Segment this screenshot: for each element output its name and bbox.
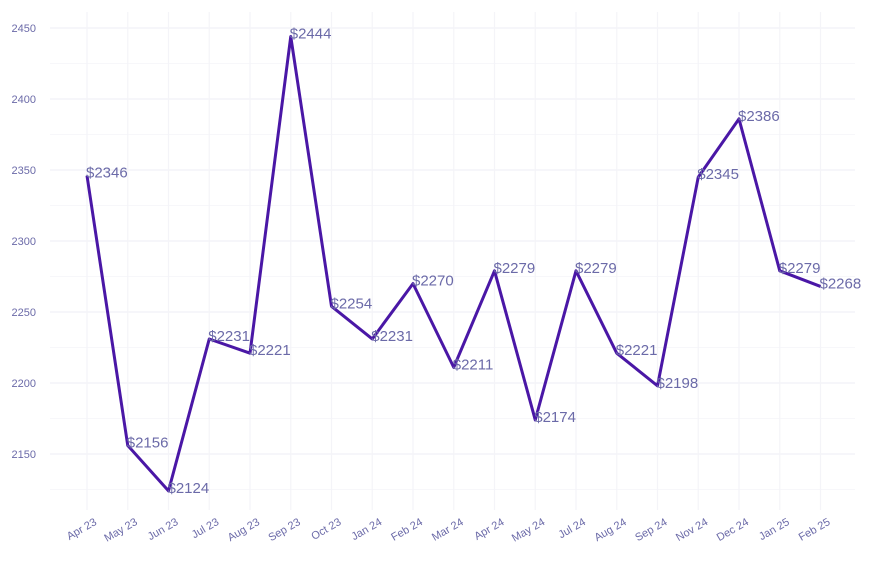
data-labels: $2346$2156$2124$2231$2221$2444$2254$2231… bbox=[86, 26, 861, 497]
data-label: $2254 bbox=[331, 295, 373, 312]
y-axis: 2150 2200 2250 2300 2350 2400 2450 bbox=[12, 23, 36, 461]
data-label: $2279 bbox=[575, 260, 617, 277]
y-tick-label: 2350 bbox=[12, 165, 36, 177]
x-tick-label: Jan 25 bbox=[757, 516, 792, 543]
x-tick-label: Jan 24 bbox=[350, 516, 385, 543]
x-tick-label: Oct 23 bbox=[309, 516, 343, 543]
data-label: $2444 bbox=[290, 26, 332, 43]
data-label: $2156 bbox=[127, 434, 169, 451]
y-tick-label: 2450 bbox=[12, 23, 36, 35]
x-tick-label: Sep 24 bbox=[633, 516, 669, 544]
x-tick-label: Jun 23 bbox=[146, 516, 181, 543]
data-label: $2279 bbox=[494, 260, 536, 277]
y-tick-label: 2150 bbox=[12, 449, 36, 461]
x-tick-label: Sep 23 bbox=[266, 516, 302, 544]
x-tick-label: Aug 23 bbox=[226, 516, 262, 544]
data-label: $2346 bbox=[86, 165, 128, 182]
x-tick-label: May 24 bbox=[510, 516, 547, 544]
x-tick-label: Jul 23 bbox=[190, 516, 221, 541]
x-tick-label: Feb 24 bbox=[389, 516, 425, 544]
x-tick-label: Apr 24 bbox=[472, 516, 506, 543]
y-tick-label: 2400 bbox=[12, 94, 36, 106]
data-label: $2231 bbox=[371, 328, 413, 345]
data-label: $2386 bbox=[738, 108, 780, 125]
data-label: $2211 bbox=[453, 356, 494, 373]
x-tick-label: May 23 bbox=[102, 516, 139, 544]
x-tick-label: Mar 24 bbox=[430, 516, 466, 544]
data-label: $2270 bbox=[412, 273, 454, 290]
data-label: $2221 bbox=[249, 342, 291, 359]
x-tick-label: Feb 25 bbox=[797, 516, 833, 544]
data-label: $2231 bbox=[208, 328, 250, 345]
grid bbox=[50, 12, 855, 510]
data-label: $2124 bbox=[168, 480, 210, 497]
data-label: $2174 bbox=[534, 409, 576, 426]
x-axis: Apr 23 May 23 Jun 23 Jul 23 Aug 23 Sep 23 Oct … bbox=[65, 516, 833, 544]
y-tick-label: 2250 bbox=[12, 307, 36, 319]
x-tick-label: Jul 24 bbox=[556, 516, 587, 541]
data-label: $2279 bbox=[779, 260, 821, 277]
x-tick-label: Dec 24 bbox=[715, 516, 751, 544]
data-label: $2268 bbox=[820, 275, 862, 292]
x-tick-label: Apr 23 bbox=[65, 516, 99, 543]
y-tick-label: 2300 bbox=[12, 236, 36, 248]
data-label: $2221 bbox=[616, 342, 658, 359]
series-line bbox=[85, 35, 822, 493]
data-label: $2345 bbox=[697, 166, 739, 183]
y-tick-label: 2200 bbox=[12, 378, 36, 390]
x-tick-label: Aug 24 bbox=[592, 516, 628, 544]
data-label: $2198 bbox=[657, 375, 699, 392]
x-tick-label: Nov 24 bbox=[674, 516, 710, 544]
